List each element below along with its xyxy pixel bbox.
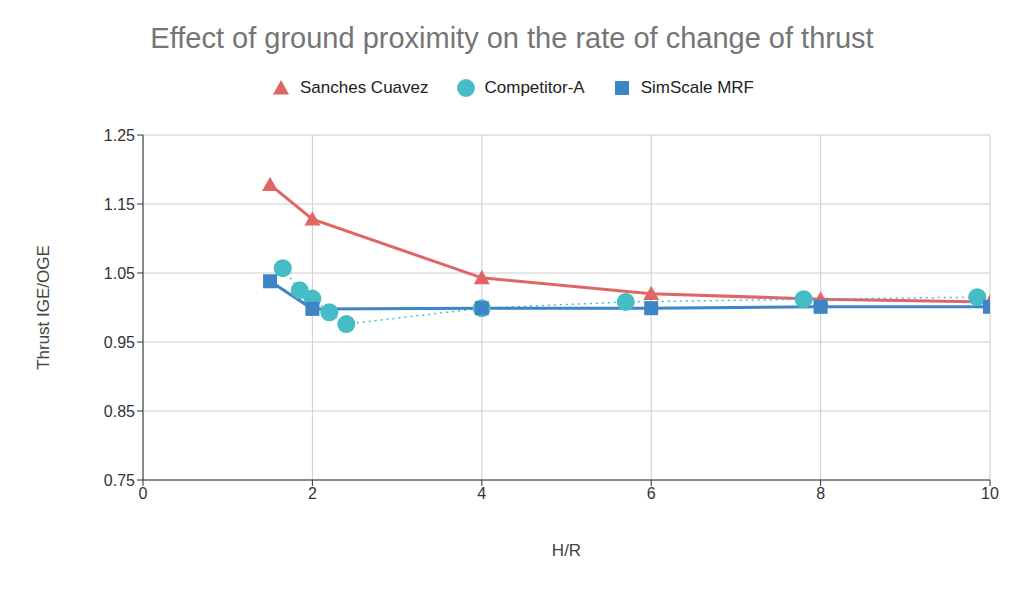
svg-text:1.05: 1.05 bbox=[104, 265, 135, 282]
svg-text:1.25: 1.25 bbox=[104, 127, 135, 144]
svg-text:6: 6 bbox=[647, 485, 656, 502]
svg-text:H/R: H/R bbox=[552, 541, 581, 560]
svg-text:Thrust IGE/OGE: Thrust IGE/OGE bbox=[34, 245, 53, 370]
svg-text:10: 10 bbox=[981, 485, 999, 502]
svg-text:0.95: 0.95 bbox=[104, 334, 135, 351]
html-text:Sanches Cuavez: Sanches Cuavez bbox=[300, 78, 429, 97]
svg-text:2: 2 bbox=[308, 485, 317, 502]
svg-text:8: 8 bbox=[816, 485, 825, 502]
svg-text:4: 4 bbox=[477, 485, 486, 502]
svg-text:0.75: 0.75 bbox=[104, 472, 135, 489]
html-text:Competitor-A: Competitor-A bbox=[484, 78, 585, 97]
html-text:Effect of ground proximity on: Effect of ground proximity on the rate o… bbox=[150, 21, 874, 54]
svg-text:1.15: 1.15 bbox=[104, 196, 135, 213]
svg-text:0.85: 0.85 bbox=[104, 403, 135, 420]
svg-text:0: 0 bbox=[139, 485, 148, 502]
html-text:SimScale MRF: SimScale MRF bbox=[640, 78, 754, 97]
